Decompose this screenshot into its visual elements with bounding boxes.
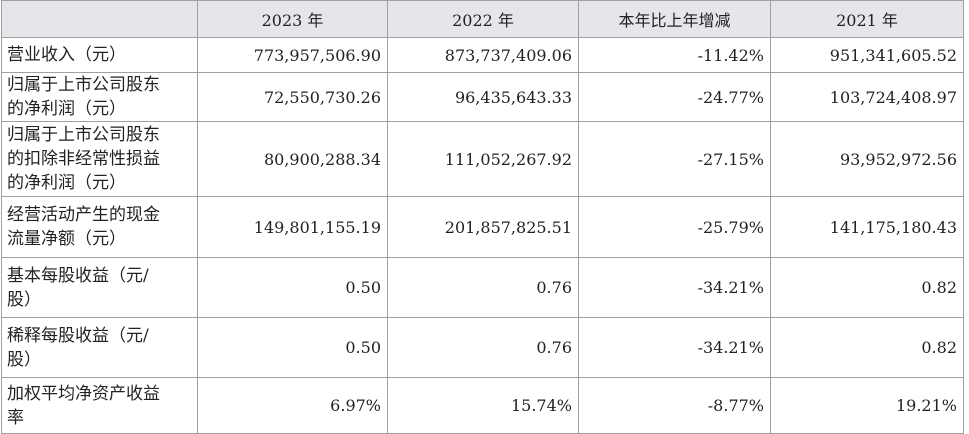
cell: 873,737,409.06 bbox=[387, 37, 579, 73]
header-cell: 2023 年 bbox=[197, 0, 388, 38]
cell: -27.15% bbox=[578, 121, 771, 197]
cell: 0.82 bbox=[770, 317, 964, 378]
table-row: 加权平均净资产收益率 6.97% 15.74% -8.77% 19.21% bbox=[1, 377, 964, 434]
cell: 149,801,155.19 bbox=[197, 196, 388, 258]
table-body: 营业收入（元） 773,957,506.90 873,737,409.06 -11.4… bbox=[1, 37, 964, 434]
table-row: 基本每股收益（元/股） 0.50 0.76 -34.21% 0.82 bbox=[1, 257, 964, 318]
header-row: 2023 年 2022 年本年比上年增减 2021 年 bbox=[1, 0, 964, 38]
table-row: 归属于上市公司股东的扣除非经常性损益的净利润（元） 80,900,288.34 11… bbox=[1, 121, 964, 197]
cell: 0.82 bbox=[770, 257, 964, 318]
cell: 0.50 bbox=[197, 317, 388, 378]
cell: 951,341,605.52 bbox=[770, 37, 964, 73]
cell: 103,724,408.97 bbox=[770, 72, 964, 122]
cell: -34.21% bbox=[578, 257, 771, 318]
cell: 72,550,730.26 bbox=[197, 72, 388, 122]
row-label: 营业收入（元） bbox=[1, 37, 198, 73]
cell: 141,175,180.43 bbox=[770, 196, 964, 258]
cell: 6.97% bbox=[197, 377, 388, 434]
table-row: 营业收入（元） 773,957,506.90 873,737,409.06 -11.4… bbox=[1, 37, 964, 73]
cell: 0.50 bbox=[197, 257, 388, 318]
row-label: 归属于上市公司股东的净利润（元） bbox=[1, 72, 198, 122]
row-label: 经营活动产生的现金流量净额（元） bbox=[1, 196, 198, 258]
cell: 93,952,972.56 bbox=[770, 121, 964, 197]
cell: 80,900,288.34 bbox=[197, 121, 388, 197]
cell: 773,957,506.90 bbox=[197, 37, 388, 73]
cell: 201,857,825.51 bbox=[387, 196, 579, 258]
header-cell bbox=[1, 0, 198, 38]
row-label: 稀释每股收益（元/股） bbox=[1, 317, 198, 378]
cell: 0.76 bbox=[387, 317, 579, 378]
header-cell: 2021 年 bbox=[770, 0, 964, 38]
row-label: 加权平均净资产收益率 bbox=[1, 377, 198, 434]
row-label: 归属于上市公司股东的扣除非经常性损益的净利润（元） bbox=[1, 121, 198, 197]
cell: 111,052,267.92 bbox=[387, 121, 579, 197]
table-row: 归属于上市公司股东的净利润（元） 72,550,730.26 96,435,643.… bbox=[1, 72, 964, 122]
cell: 15.74% bbox=[387, 377, 579, 434]
header-cell: 本年比上年增减 bbox=[578, 0, 771, 38]
cell: 19.21% bbox=[770, 377, 964, 434]
cell: 0.76 bbox=[387, 257, 579, 318]
cell: -11.42% bbox=[578, 37, 771, 73]
table-row: 经营活动产生的现金流量净额（元） 149,801,155.19 201,857,82… bbox=[1, 196, 964, 258]
table-row: 稀释每股收益（元/股） 0.50 0.76 -34.21% 0.82 bbox=[1, 317, 964, 378]
cell: -24.77% bbox=[578, 72, 771, 122]
cell: -34.21% bbox=[578, 317, 771, 378]
header-cell: 2022 年 bbox=[387, 0, 579, 38]
row-label: 基本每股收益（元/股） bbox=[1, 257, 198, 318]
cell: -25.79% bbox=[578, 196, 771, 258]
cell: -8.77% bbox=[578, 377, 771, 434]
cell: 96,435,643.33 bbox=[387, 72, 579, 122]
